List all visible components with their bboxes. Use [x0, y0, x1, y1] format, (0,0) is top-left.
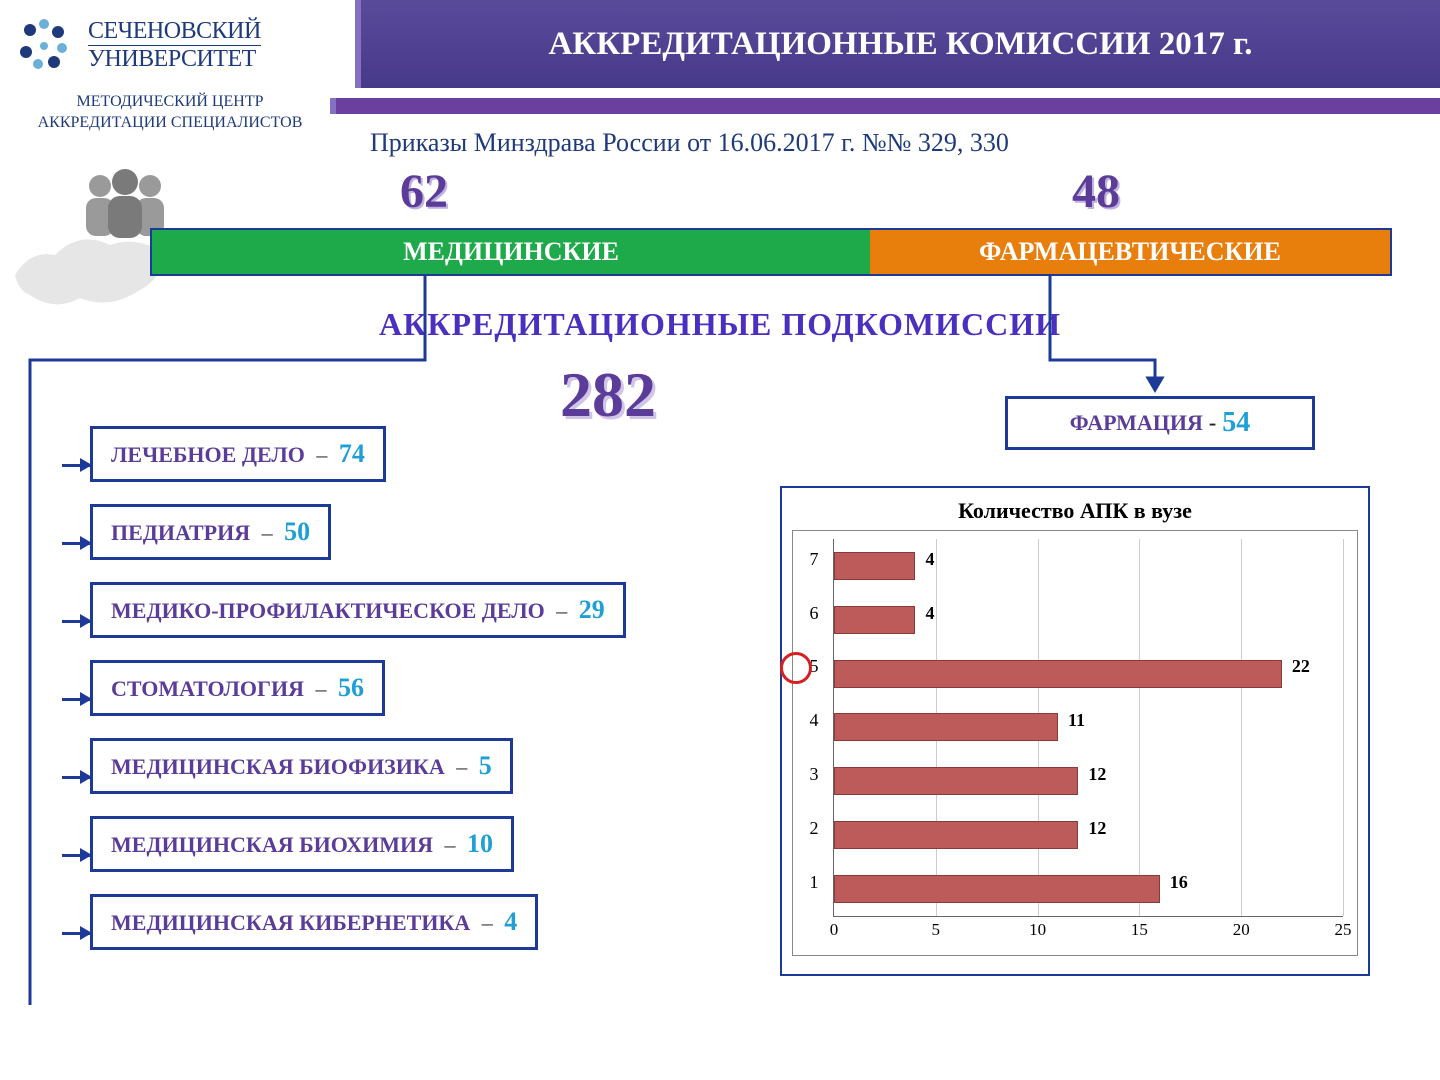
bar-value-label: 11 — [1068, 710, 1085, 731]
x-tick-label: 25 — [1335, 920, 1352, 940]
bar-value-label: 12 — [1088, 764, 1106, 785]
chart-bar — [834, 552, 915, 580]
specialty-value: 56 — [338, 673, 364, 702]
specialty-box: МЕДИЦИНСКАЯ БИОФИЗИКА – 5 — [90, 738, 513, 794]
specialty-label: МЕДИЦИНСКАЯ БИОФИЗИКА — [111, 754, 445, 779]
specialty-row: ЛЕЧЕБНОЕ ДЕЛО – 74 — [62, 426, 626, 504]
specialty-label: ЛЕЧЕБНОЕ ДЕЛО — [111, 442, 305, 467]
arrow-right-icon — [62, 620, 90, 623]
chart-bar — [834, 713, 1058, 741]
chart-bar — [834, 875, 1160, 903]
specialty-row: МЕДИКО-ПРОФИЛАКТИЧЕСКОЕ ДЕЛО – 29 — [62, 582, 626, 660]
chart-title: Количество АПК в вузе — [792, 498, 1358, 524]
specialty-row: МЕДИЦИНСКАЯ БИОХИМИЯ – 10 — [62, 816, 626, 894]
specialty-box: ЛЕЧЕБНОЕ ДЕЛО – 74 — [90, 426, 386, 482]
specialty-box: СТОМАТОЛОГИЯ – 56 — [90, 660, 385, 716]
chart-bar — [834, 767, 1078, 795]
chart-bar — [834, 660, 1282, 688]
pharmacy-label: ФАРМАЦИЯ — [1070, 410, 1203, 436]
x-tick-label: 10 — [1029, 920, 1046, 940]
pharmacy-box: ФАРМАЦИЯ - 54 — [1005, 396, 1315, 450]
specialty-label: ПЕДИАТРИЯ — [111, 520, 250, 545]
specialty-value: 50 — [284, 517, 310, 546]
bar-value-label: 12 — [1088, 818, 1106, 839]
specialty-value: 10 — [467, 829, 493, 858]
specialty-value: 29 — [579, 595, 605, 624]
specialty-box: ПЕДИАТРИЯ – 50 — [90, 504, 331, 560]
specialty-value: 74 — [339, 439, 365, 468]
y-tick-label: 3 — [798, 764, 830, 785]
specialty-list: ЛЕЧЕБНОЕ ДЕЛО – 74 ПЕДИАТРИЯ – 50 МЕДИКО-П… — [62, 426, 626, 972]
arrow-right-icon — [62, 542, 90, 545]
bar-value-label: 4 — [925, 549, 934, 570]
arrow-right-icon — [62, 776, 90, 779]
bar-value-label: 16 — [1170, 872, 1188, 893]
arrow-right-icon — [62, 854, 90, 857]
y-tick-label: 7 — [798, 549, 830, 570]
x-tick-label: 20 — [1233, 920, 1250, 940]
chart-bar — [834, 821, 1078, 849]
specialty-value: 4 — [504, 907, 517, 936]
specialty-label: МЕДИКО-ПРОФИЛАКТИЧЕСКОЕ ДЕЛО — [111, 598, 545, 623]
specialty-row: МЕДИЦИНСКАЯ БИОФИЗИКА – 5 — [62, 738, 626, 816]
pharmacy-value: 54 — [1222, 407, 1250, 439]
highlight-circle — [780, 652, 812, 684]
specialty-box: МЕДИЦИНСКАЯ БИОХИМИЯ – 10 — [90, 816, 514, 872]
arrow-right-icon — [62, 464, 90, 467]
chart-panel: Количество АПК в вузе 051015202516112212… — [780, 486, 1370, 976]
specialty-box: МЕДИЦИНСКАЯ КИБЕРНЕТИКА – 4 — [90, 894, 538, 950]
specialty-row: ПЕДИАТРИЯ – 50 — [62, 504, 626, 582]
specialty-label: МЕДИЦИНСКАЯ БИОХИМИЯ — [111, 832, 433, 857]
specialty-value: 5 — [479, 751, 492, 780]
arrow-right-icon — [62, 698, 90, 701]
specialty-box: МЕДИКО-ПРОФИЛАКТИЧЕСКОЕ ДЕЛО – 29 — [90, 582, 626, 638]
x-tick-label: 5 — [932, 920, 941, 940]
y-tick-label: 4 — [798, 710, 830, 731]
specialty-row: СТОМАТОЛОГИЯ – 56 — [62, 660, 626, 738]
specialty-label: МЕДИЦИНСКАЯ КИБЕРНЕТИКА — [111, 910, 470, 935]
specialty-row: МЕДИЦИНСКАЯ КИБЕРНЕТИКА – 4 — [62, 894, 626, 972]
specialty-label: СТОМАТОЛОГИЯ — [111, 676, 304, 701]
chart-plot: 05101520251611221231142254647 — [792, 530, 1358, 956]
x-tick-label: 15 — [1131, 920, 1148, 940]
y-tick-label: 1 — [798, 872, 830, 893]
bar-value-label: 22 — [1292, 656, 1310, 677]
y-tick-label: 6 — [798, 603, 830, 624]
x-tick-label: 0 — [830, 920, 839, 940]
y-tick-label: 2 — [798, 818, 830, 839]
arrow-right-icon — [62, 932, 90, 935]
chart-bar — [834, 606, 915, 634]
bar-value-label: 4 — [925, 603, 934, 624]
